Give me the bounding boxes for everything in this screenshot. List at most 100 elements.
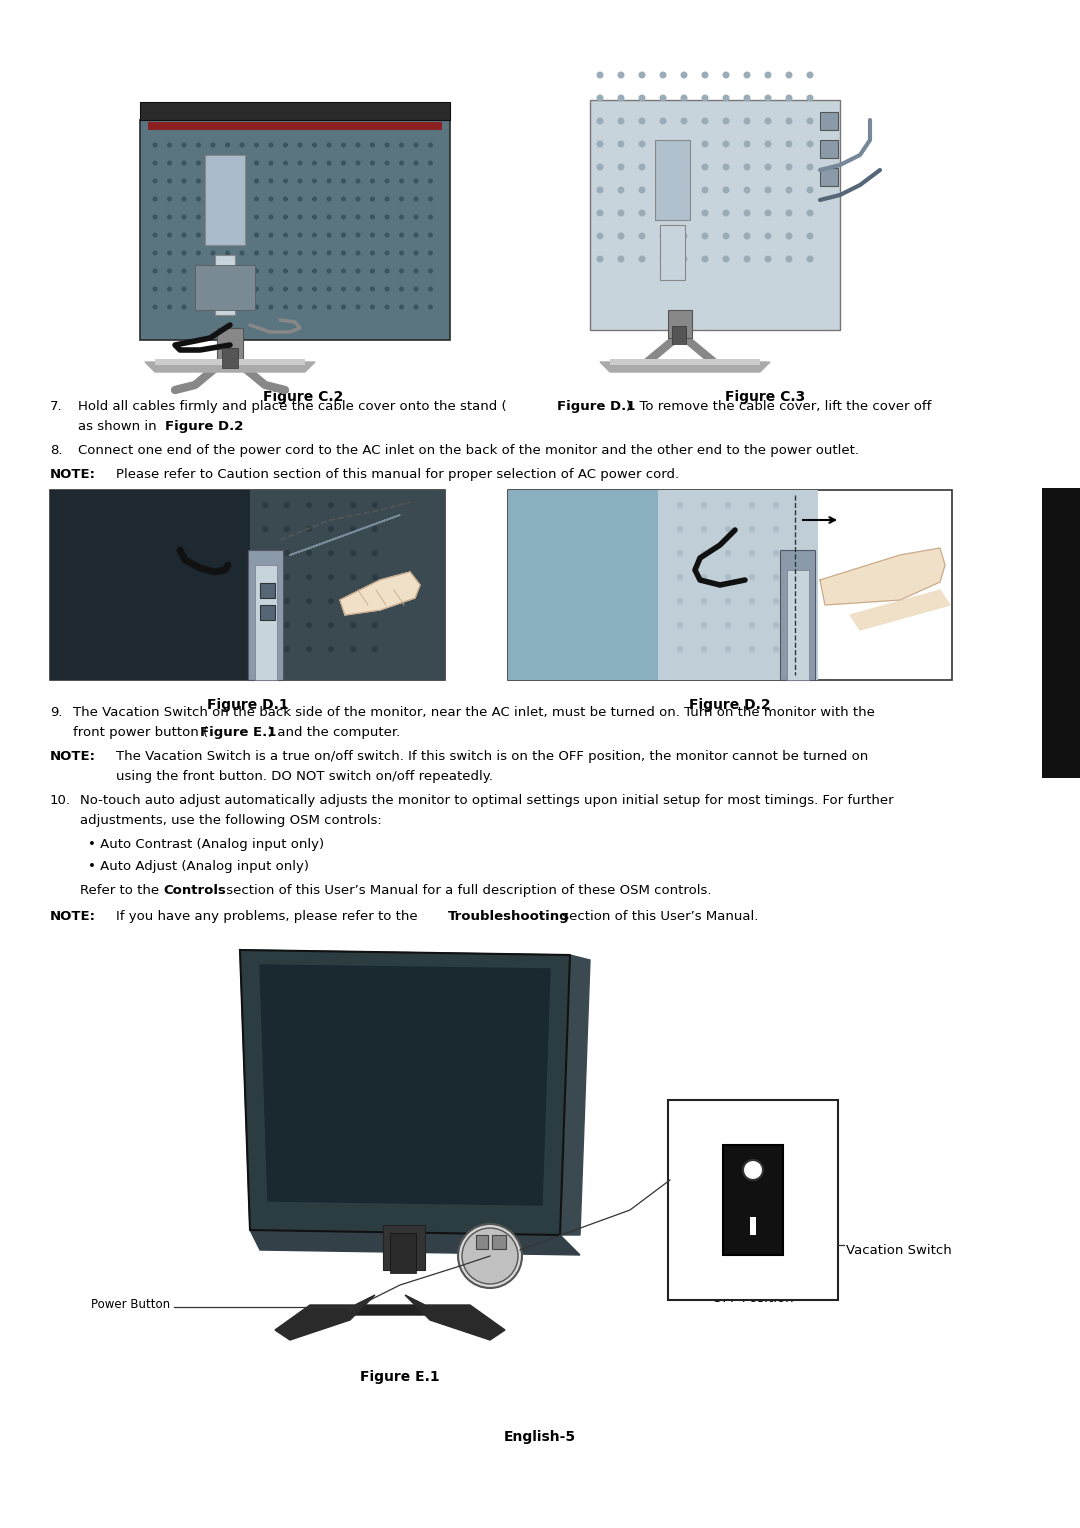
Polygon shape	[405, 1296, 505, 1340]
Circle shape	[211, 214, 216, 220]
Circle shape	[240, 179, 244, 183]
Circle shape	[254, 287, 259, 292]
Circle shape	[152, 287, 158, 292]
Circle shape	[660, 141, 666, 148]
Circle shape	[428, 214, 433, 220]
Circle shape	[269, 287, 273, 292]
Circle shape	[297, 214, 302, 220]
Circle shape	[618, 95, 624, 101]
Bar	[820, 112, 838, 130]
Circle shape	[181, 142, 187, 148]
Text: • Auto Contrast (Analog input only): • Auto Contrast (Analog input only)	[87, 837, 324, 851]
Circle shape	[283, 160, 288, 165]
Circle shape	[326, 197, 332, 202]
Circle shape	[312, 232, 318, 237]
Circle shape	[725, 550, 731, 556]
Circle shape	[677, 526, 683, 532]
Circle shape	[240, 269, 244, 274]
Circle shape	[807, 163, 813, 171]
Circle shape	[181, 197, 187, 202]
Circle shape	[152, 251, 158, 255]
Circle shape	[370, 269, 375, 274]
Text: section of this User’s Manual.: section of this User’s Manual.	[558, 911, 758, 923]
Circle shape	[765, 232, 771, 240]
Text: The Vacation Switch is a true on/off switch. If this switch is on the OFF positi: The Vacation Switch is a true on/off swi…	[116, 750, 868, 762]
Circle shape	[195, 214, 201, 220]
Circle shape	[743, 141, 751, 148]
Circle shape	[638, 118, 646, 124]
Circle shape	[240, 287, 244, 292]
Circle shape	[458, 1224, 522, 1288]
Text: 8.: 8.	[50, 445, 63, 457]
Bar	[255, 565, 276, 680]
Circle shape	[384, 142, 390, 148]
Bar	[508, 490, 951, 680]
Circle shape	[262, 597, 268, 604]
Circle shape	[743, 1160, 762, 1180]
Circle shape	[195, 232, 201, 237]
Circle shape	[743, 163, 751, 171]
Circle shape	[414, 269, 419, 274]
Circle shape	[384, 179, 390, 183]
Circle shape	[152, 142, 158, 148]
Text: Figure E.1: Figure E.1	[200, 726, 276, 740]
Circle shape	[785, 209, 793, 217]
Text: Figure D.2: Figure D.2	[165, 420, 243, 432]
Circle shape	[618, 163, 624, 171]
Circle shape	[743, 72, 751, 78]
Circle shape	[773, 550, 779, 556]
Bar	[508, 490, 658, 680]
Bar	[222, 348, 238, 368]
Circle shape	[370, 160, 375, 165]
Circle shape	[618, 72, 624, 78]
Circle shape	[773, 526, 779, 532]
Circle shape	[240, 142, 244, 148]
Circle shape	[269, 251, 273, 255]
Circle shape	[638, 72, 646, 78]
Circle shape	[399, 304, 404, 310]
Circle shape	[350, 526, 356, 532]
Circle shape	[660, 72, 666, 78]
Circle shape	[306, 622, 312, 628]
Circle shape	[384, 287, 390, 292]
Circle shape	[355, 269, 361, 274]
Circle shape	[167, 269, 172, 274]
Text: Figure C.2: Figure C.2	[262, 390, 343, 403]
Circle shape	[297, 179, 302, 183]
Circle shape	[725, 646, 731, 652]
Circle shape	[370, 287, 375, 292]
Circle shape	[723, 141, 729, 148]
Bar	[660, 225, 685, 280]
Circle shape	[414, 214, 419, 220]
Circle shape	[306, 550, 312, 556]
Circle shape	[240, 214, 244, 220]
Text: section of this User’s Manual for a full description of these OSM controls.: section of this User’s Manual for a full…	[222, 885, 712, 897]
Circle shape	[297, 142, 302, 148]
Circle shape	[341, 142, 346, 148]
Circle shape	[701, 597, 707, 604]
Circle shape	[181, 214, 187, 220]
Text: Vacation Switch: Vacation Switch	[846, 1244, 951, 1256]
Circle shape	[225, 232, 230, 237]
Circle shape	[702, 95, 708, 101]
Bar	[492, 1235, 507, 1248]
Circle shape	[660, 255, 666, 263]
Circle shape	[328, 503, 334, 507]
Text: front power button (: front power button (	[73, 726, 208, 740]
Circle shape	[350, 622, 356, 628]
Circle shape	[785, 186, 793, 194]
Circle shape	[355, 232, 361, 237]
Circle shape	[297, 251, 302, 255]
Circle shape	[225, 142, 230, 148]
Circle shape	[350, 503, 356, 507]
Circle shape	[350, 575, 356, 581]
Circle shape	[262, 646, 268, 652]
Circle shape	[414, 179, 419, 183]
Circle shape	[399, 142, 404, 148]
Circle shape	[785, 232, 793, 240]
Circle shape	[326, 269, 332, 274]
Circle shape	[372, 597, 378, 604]
Bar	[750, 1216, 756, 1235]
Circle shape	[677, 646, 683, 652]
Circle shape	[638, 255, 646, 263]
